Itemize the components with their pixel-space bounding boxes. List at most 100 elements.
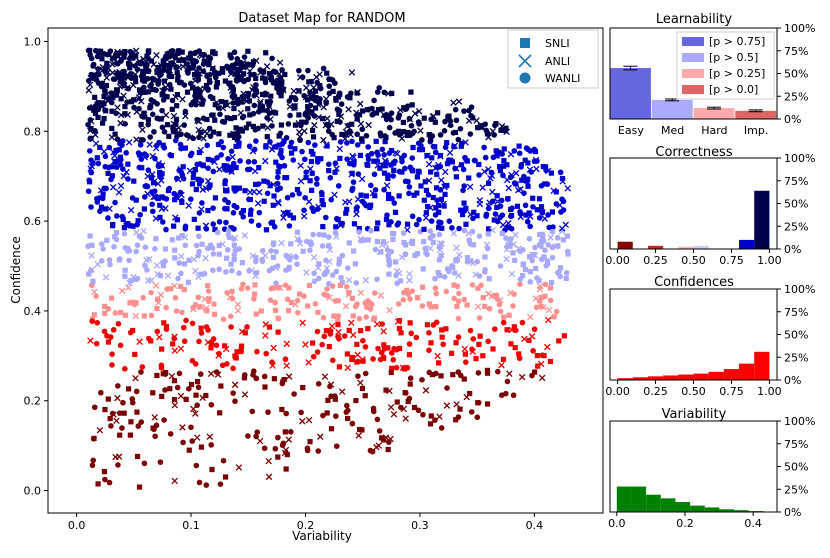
scatter-point-snli: [397, 278, 404, 284]
scatter-point-wanli: [236, 76, 242, 83]
scatter-point-wanli: [449, 263, 455, 269]
scatter-point-snli: [470, 242, 477, 248]
scatter-point-wanli: [253, 433, 259, 440]
scatter-point-snli: [383, 134, 389, 140]
scatter-point-anli: [380, 328, 387, 335]
scatter-point-anli: [94, 67, 102, 75]
scatter-point-wanli: [406, 184, 413, 190]
scatter-point-snli: [416, 147, 423, 153]
scatter-point-anli: [485, 166, 492, 173]
scatter-point-snli: [122, 104, 128, 110]
scatter-point-snli: [179, 199, 185, 205]
scatter-point-anli: [310, 84, 318, 91]
scatter-point-anli: [345, 291, 353, 298]
scatter-point-snli: [206, 184, 212, 190]
scatter-point-snli: [385, 175, 391, 182]
scatter-point-snli: [233, 354, 239, 361]
scatter-point-wanli: [242, 64, 248, 70]
y-tick-label: 0%: [784, 374, 801, 387]
scatter-point-wanli: [522, 202, 529, 209]
scatter-point-anli: [265, 457, 272, 465]
scatter-point-snli: [240, 207, 247, 214]
variability-chart: Variability 0%25%50%75%100%0.0 0.2 0.4: [608, 407, 815, 530]
scatter-point-anli: [276, 59, 284, 66]
scatter-point-snli: [99, 56, 105, 62]
y-tick-label: 75%: [784, 175, 808, 188]
scatter-point-snli: [88, 126, 94, 132]
scatter-point-snli: [133, 79, 139, 85]
legend-swatch-05: [682, 53, 704, 62]
scatter-point-anli: [538, 374, 546, 382]
scatter-point-wanli: [99, 195, 106, 202]
scatter-point-snli: [90, 160, 96, 166]
scatter-point-anli: [113, 417, 120, 425]
scatter-point-wanli: [386, 262, 393, 268]
scatter-point-wanli: [124, 99, 130, 105]
scatter-point-snli: [375, 220, 381, 226]
scatter-point-wanli: [526, 235, 533, 242]
scatter-point-wanli: [453, 117, 460, 124]
scatter-point-anli: [109, 183, 117, 191]
scatter-point-wanli: [224, 246, 231, 253]
scatter-point-wanli: [422, 245, 429, 252]
scatter-point-anli: [321, 373, 329, 380]
scatter-point-snli: [344, 206, 350, 212]
scatter-point-wanli: [196, 65, 202, 71]
scatter-point-snli: [373, 138, 379, 144]
scatter-point-wanli: [251, 71, 257, 78]
scatter-point-wanli: [425, 192, 432, 198]
scatter-point-snli: [116, 257, 122, 263]
scatter-point-anli: [158, 177, 165, 184]
scatter-point-wanli: [95, 106, 102, 113]
scatter-point-snli: [258, 308, 264, 314]
scatter-point-snli: [496, 163, 503, 170]
scatter-point-anli: [141, 154, 149, 161]
scatter-point-snli: [132, 351, 138, 358]
scatter-point-wanli: [106, 144, 113, 151]
scatter-point-wanli: [279, 442, 286, 449]
scatter-point-wanli: [528, 169, 535, 175]
scatter-point-wanli: [224, 289, 230, 296]
scatter-point-snli: [454, 303, 460, 309]
scatter-point-snli: [466, 175, 472, 181]
scatter-point-wanli: [315, 381, 322, 387]
y-tick-label: 100%: [784, 283, 815, 296]
scatter-point-anli: [394, 318, 402, 325]
scatter-point-anli: [399, 364, 407, 371]
y-tick-label: 100%: [784, 22, 815, 35]
x-tick-label: 0.50: [681, 385, 706, 398]
scatter-point-snli: [390, 236, 396, 242]
scatter-point-wanli: [500, 319, 507, 326]
scatter-point-snli: [339, 279, 345, 285]
scatter-point-snli: [310, 134, 317, 140]
scatter-point-wanli: [257, 67, 263, 73]
scatter-point-snli: [371, 316, 377, 323]
scatter-point-anli: [427, 204, 434, 211]
scatter-point-anli: [556, 201, 564, 209]
scatter-point-anli: [353, 210, 360, 218]
scatter-point-wanli: [444, 385, 450, 391]
scatter-point-snli: [385, 195, 392, 202]
scatter-point-wanli: [484, 245, 491, 252]
scatter-point-snli: [308, 158, 315, 165]
scatter-point-wanli: [354, 131, 361, 138]
scatter-point-anli: [177, 253, 185, 260]
scatter-point-wanli: [388, 350, 395, 356]
scatter-point-snli: [86, 271, 92, 277]
scatter-point-wanli: [238, 210, 245, 216]
scatter-point-wanli: [350, 162, 357, 168]
scatter-point-wanli: [344, 265, 351, 271]
scatter-point-snli: [159, 194, 165, 200]
scatter-point-wanli: [312, 142, 318, 148]
scatter-point-wanli: [370, 405, 377, 412]
scatter-point-snli: [500, 163, 507, 169]
scatter-point-wanli: [171, 190, 178, 197]
scatter-point-wanli: [516, 150, 523, 157]
scatter-point-wanli: [190, 135, 196, 142]
scatter-point-anli: [417, 127, 424, 134]
scatter-point-anli: [150, 193, 157, 201]
scatter-point-snli: [189, 85, 196, 91]
scatter-point-snli: [237, 126, 244, 132]
scatter-point-wanli: [177, 189, 184, 196]
scatter-point-wanli: [368, 182, 374, 189]
